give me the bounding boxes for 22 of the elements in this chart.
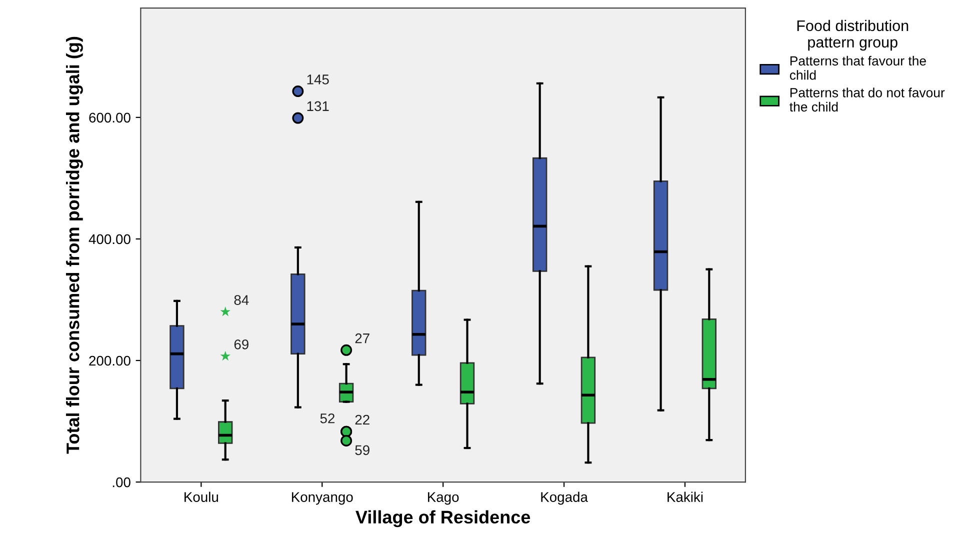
legend-label: Patterns that favour the child	[790, 56, 926, 80]
annotation: 131	[307, 101, 329, 112]
annotation: 27	[355, 333, 370, 344]
y-axis-title: Total flour consumed from porridge and ugali (g)	[66, 36, 83, 454]
annotation: 59	[355, 445, 370, 456]
x-tick-label: Koulu	[184, 492, 218, 502]
x-tick-label: Konyango	[292, 492, 353, 505]
x-tick-label: Kakiki	[668, 492, 703, 502]
y-tick-label: 400.00	[88, 234, 130, 244]
x-axis-title: Village of Residence	[356, 510, 530, 528]
legend-label: Patterns that do not favour the child	[790, 88, 945, 112]
annotation: 145	[307, 74, 329, 84]
y-tick-label: .00	[112, 477, 130, 488]
annotation: 69	[234, 339, 248, 350]
y-tick-label: 200.00	[89, 356, 130, 366]
annotation: 84	[234, 295, 249, 305]
legend-title: Food distribution pattern group	[797, 20, 908, 51]
x-tick-label: Kago	[428, 492, 459, 505]
y-tick-label: 600.00	[89, 112, 130, 123]
annotation: 52	[320, 413, 334, 424]
x-tick-label: Kogada	[541, 492, 588, 505]
annotation: 22	[355, 414, 370, 425]
